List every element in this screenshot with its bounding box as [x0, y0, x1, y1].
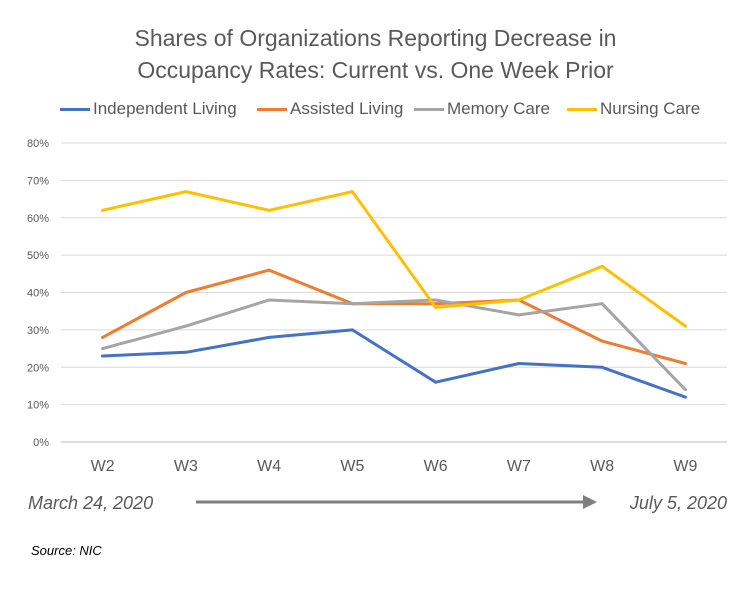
x-tick-label: W7: [507, 458, 531, 475]
legend-item-nursing-care: Nursing Care: [567, 98, 700, 120]
legend-item-memory-care: Memory Care: [414, 98, 550, 120]
data-point-assisted-living: [600, 339, 604, 343]
data-point-nursing-care: [434, 305, 438, 309]
data-point-nursing-care: [600, 264, 604, 268]
data-point-assisted-living: [184, 291, 188, 294]
legend-swatch-independent-living: [60, 107, 90, 111]
data-point-independent-living: [434, 380, 438, 384]
data-point-nursing-care: [101, 208, 105, 212]
legend-swatch-assisted-living: [257, 107, 287, 111]
series-lines: [101, 190, 687, 399]
data-point-assisted-living: [267, 268, 271, 272]
data-point-nursing-care: [267, 208, 271, 212]
legend-label-assisted-living: Assisted Living: [290, 99, 404, 118]
chart-title-line-1: Shares of Organizations Reporting Decrea…: [134, 25, 617, 51]
data-point-assisted-living: [683, 362, 687, 366]
legend-label-memory-care: Memory Care: [447, 99, 550, 118]
legend-label-nursing-care: Nursing Care: [600, 99, 701, 118]
y-tick-label: 0%: [33, 437, 49, 449]
data-point-memory-care: [517, 313, 521, 317]
legend-item-assisted-living: Assisted Living: [257, 98, 403, 120]
data-point-independent-living: [683, 395, 687, 399]
x-tick-label: W4: [257, 458, 281, 475]
data-point-independent-living: [184, 350, 188, 354]
legend-swatch-nursing-care: [567, 107, 597, 111]
series-line-assisted-living: [101, 268, 687, 365]
y-tick-label: 30%: [27, 325, 49, 337]
y-tick-label: 10%: [27, 400, 49, 412]
series-line-nursing-care: [101, 190, 687, 328]
data-point-nursing-care: [184, 190, 188, 194]
data-point-memory-care: [350, 302, 354, 306]
data-point-memory-care: [600, 302, 604, 306]
y-tick-label: 50%: [27, 250, 49, 262]
data-point-assisted-living: [101, 335, 105, 339]
x-axis-tick-labels: W2 W3 W4 W5 W6 W7 W8 W9: [91, 458, 698, 475]
data-point-memory-care: [101, 347, 105, 351]
gridlines: [61, 142, 727, 443]
series-line-memory-care: [101, 298, 687, 392]
series-line-independent-living: [101, 328, 687, 399]
y-axis-tick-labels: 0% 10% 20% 30% 40% 50% 60% 70% 80%: [27, 138, 49, 449]
data-point-independent-living: [350, 328, 354, 332]
x-tick-label: W3: [174, 458, 198, 475]
timeline-end-label: July 5, 2020: [629, 493, 727, 513]
timeline-start-label: March 24, 2020: [28, 493, 154, 513]
y-tick-label: 70%: [27, 175, 49, 187]
y-tick-label: 80%: [27, 138, 49, 150]
source-note: Source: NIC: [31, 543, 102, 558]
data-point-nursing-care: [517, 298, 521, 302]
data-point-memory-care: [683, 388, 687, 392]
data-point-nursing-care: [683, 324, 687, 328]
data-point-memory-care: [267, 298, 271, 302]
y-tick-label: 40%: [27, 288, 49, 300]
data-point-independent-living: [517, 362, 521, 366]
x-tick-label: W6: [424, 458, 448, 475]
legend-item-independent-living: Independent Living: [60, 98, 237, 120]
chart-legend: Independent Living Assisted Living Memor…: [0, 98, 751, 120]
legend-label-independent-living: Independent Living: [93, 99, 237, 118]
y-tick-label: 60%: [27, 213, 49, 225]
x-tick-label: W2: [91, 458, 115, 475]
data-point-memory-care: [184, 324, 188, 328]
y-tick-label: 20%: [27, 362, 49, 374]
data-point-independent-living: [101, 354, 105, 358]
data-point-memory-care: [434, 298, 438, 302]
x-tick-label: W5: [340, 458, 364, 475]
data-point-nursing-care: [350, 190, 354, 194]
timeline-arrow: [196, 495, 597, 509]
data-point-independent-living: [267, 335, 271, 339]
legend-swatch-memory-care: [414, 107, 444, 111]
data-point-independent-living: [600, 365, 604, 369]
x-tick-label: W8: [590, 458, 614, 475]
chart-title-line-2: Occupancy Rates: Current vs. One Week Pr…: [137, 57, 614, 83]
x-tick-label: W9: [673, 458, 697, 475]
chart-title: Shares of Organizations Reporting Decrea…: [0, 22, 751, 86]
